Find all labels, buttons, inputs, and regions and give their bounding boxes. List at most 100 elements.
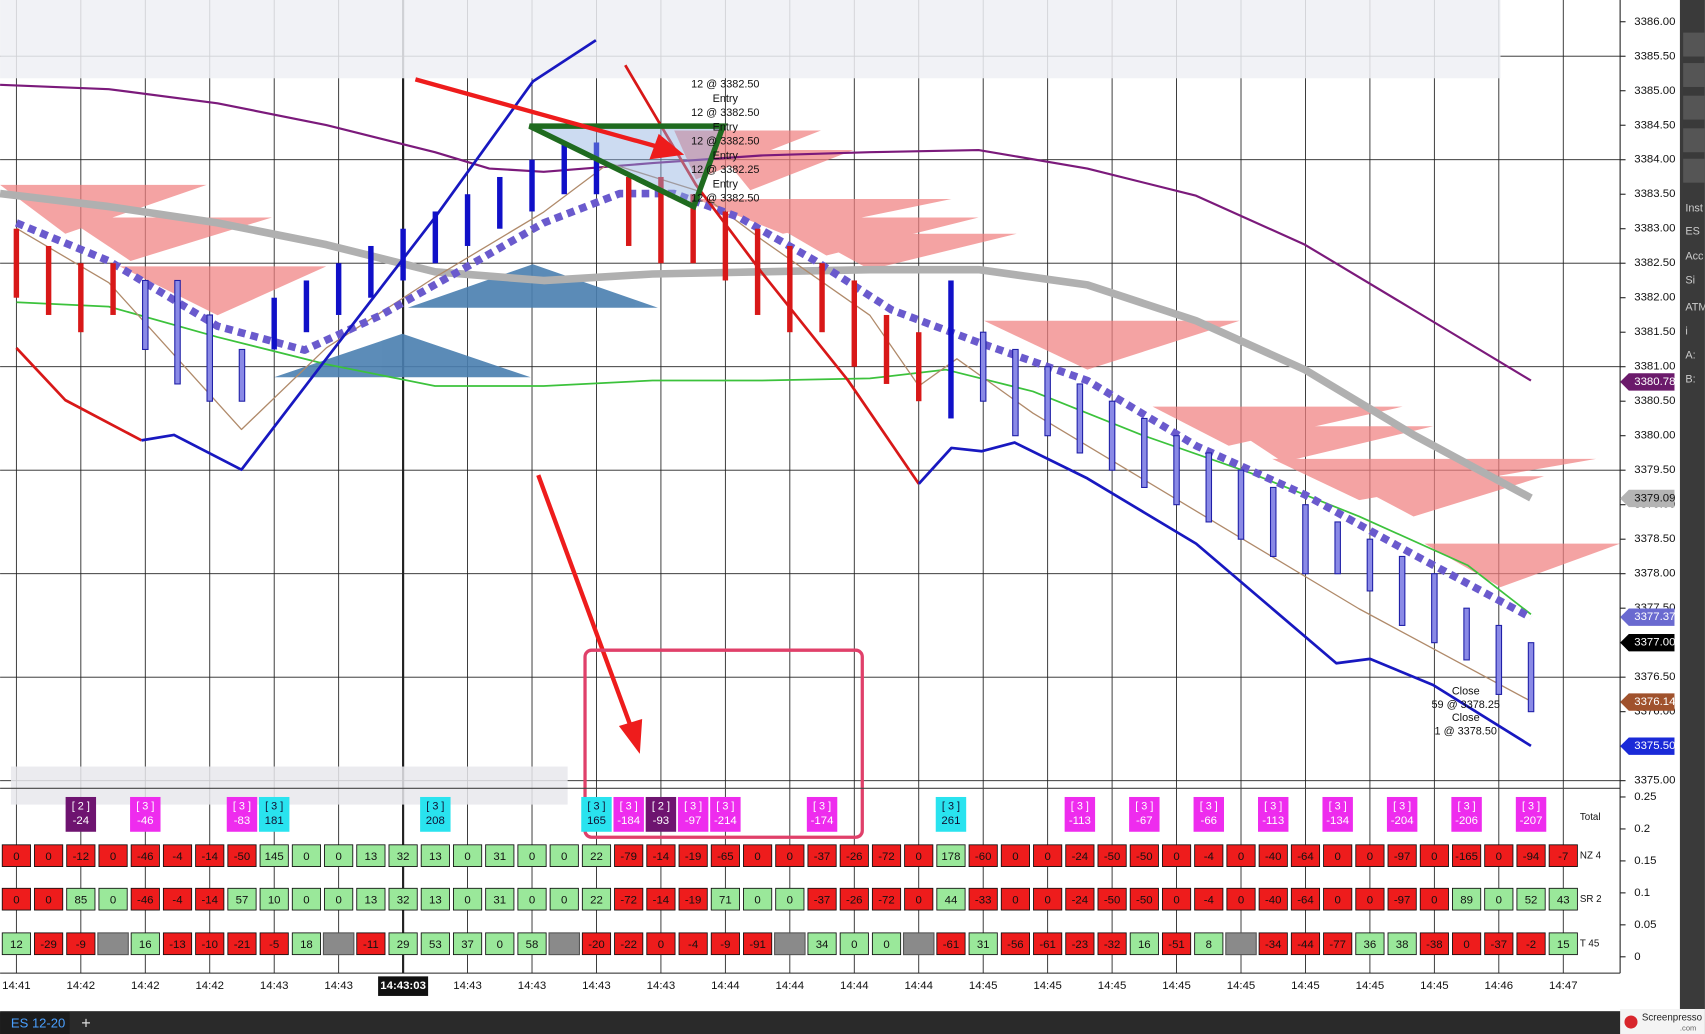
value-label: 0	[45, 851, 51, 863]
price-bar	[335, 263, 342, 315]
value-label: 89	[1460, 894, 1473, 906]
value-label: -14	[653, 894, 670, 906]
value-label: 37	[461, 939, 474, 951]
total-value: -67	[1136, 815, 1153, 827]
value-cell	[1355, 844, 1385, 867]
value-label: 0	[787, 851, 793, 863]
highlight-box	[583, 648, 864, 839]
total-tag: [ 3 ]	[1522, 801, 1540, 813]
price-tag	[1620, 633, 1675, 652]
sidebar-button[interactable]	[1683, 128, 1705, 153]
value-cell	[66, 932, 96, 956]
value-label: -4	[1204, 851, 1215, 863]
value-label: -79	[620, 851, 637, 863]
value-cell	[1097, 844, 1127, 867]
time-tick-label: 14:43	[518, 980, 547, 992]
sidebar-button[interactable]	[1683, 32, 1705, 57]
value-label: 145	[265, 851, 284, 863]
dotted-average	[14, 189, 1533, 621]
sidebar-button[interactable]	[1683, 95, 1705, 120]
value-cell	[1323, 844, 1353, 867]
price-bar	[1269, 486, 1277, 557]
value-cell	[1033, 844, 1063, 867]
price-tick-label: 3386.00	[1634, 16, 1675, 28]
arrow	[536, 474, 633, 728]
value-cell	[420, 887, 450, 911]
value-label: 0	[754, 851, 760, 863]
price-bar	[593, 142, 600, 195]
value-label: -29	[40, 939, 57, 951]
value-cell	[1194, 887, 1224, 911]
sidebar-button[interactable]	[1683, 63, 1705, 87]
value-label: -72	[620, 894, 637, 906]
value-label: 0	[1238, 894, 1244, 906]
price-tag-label: 3376.14	[1634, 696, 1676, 708]
sidebar-text: ES	[1685, 225, 1700, 237]
value-label: -9	[76, 939, 86, 951]
price-bar	[1205, 452, 1213, 523]
tab[interactable]	[0, 1012, 70, 1034]
value-cell	[291, 887, 321, 911]
total-box	[130, 796, 161, 832]
price-bar	[561, 142, 567, 195]
value-cell	[66, 887, 96, 911]
value-cell	[1548, 887, 1578, 911]
total-box	[935, 796, 967, 832]
time-tick-label: 14:42	[67, 980, 96, 992]
watermark-icon	[1624, 1015, 1638, 1029]
row-label: Total	[1580, 812, 1601, 823]
upper-band	[0, 83, 1532, 382]
value-label: 0	[110, 894, 116, 906]
value-cell	[259, 932, 289, 956]
value-cell	[517, 887, 547, 911]
value-cell	[807, 932, 837, 956]
price-bar	[78, 263, 84, 333]
value-cell	[98, 887, 128, 911]
close-label: Close	[1452, 712, 1480, 724]
total-tag: [ 3 ]	[587, 801, 605, 813]
time-tick-label: 14:43	[260, 980, 289, 992]
sidebar-text: ATM	[1685, 302, 1705, 314]
value-label: -64	[1297, 851, 1314, 863]
value-label: -60	[975, 851, 992, 863]
value-cell	[1484, 932, 1514, 956]
value-label: -38	[1426, 939, 1443, 951]
value-label: 85	[74, 894, 87, 906]
sidebar-button[interactable]	[1683, 158, 1705, 183]
value-cell	[1161, 844, 1192, 867]
value-label: 43	[1557, 894, 1570, 906]
price-tick-label: 3380.50	[1634, 395, 1675, 407]
add-tab[interactable]: +	[81, 1015, 91, 1033]
value-cell	[517, 844, 547, 867]
price-bar	[238, 348, 246, 402]
value-label: -37	[1491, 939, 1508, 951]
indicator-tick-label: 0.05	[1634, 919, 1656, 931]
price-bar	[432, 211, 439, 264]
value-cell	[195, 932, 225, 956]
time-tick-label: 14:43	[324, 980, 353, 992]
value-label: -40	[1265, 894, 1282, 906]
price-bar	[625, 176, 632, 246]
value-cell	[1065, 887, 1095, 911]
price-bar	[1463, 607, 1470, 661]
price-tag	[1620, 608, 1675, 626]
value-label: 31	[977, 939, 990, 951]
value-label: -56	[1007, 939, 1024, 951]
value-label: 0	[1012, 851, 1018, 863]
value-cell	[227, 932, 257, 956]
time-tick-label: 14:44	[840, 980, 869, 992]
tab-bar	[0, 1011, 1705, 1034]
value-cell	[1033, 932, 1063, 956]
value-cell	[1516, 887, 1546, 911]
price-tick-label: 3376.50	[1634, 671, 1675, 683]
price-bar	[1334, 521, 1341, 575]
entry-label: 12 @ 3382.25	[691, 164, 759, 176]
value-cell	[1452, 932, 1482, 956]
tab-label[interactable]: ES 12-20	[11, 1016, 65, 1031]
price-bar	[13, 228, 20, 298]
value-cell	[291, 844, 321, 867]
value-label: -51	[1168, 939, 1185, 951]
price-bar	[1141, 417, 1148, 488]
stop-line-red	[624, 64, 920, 485]
value-label: -2	[1526, 939, 1536, 951]
